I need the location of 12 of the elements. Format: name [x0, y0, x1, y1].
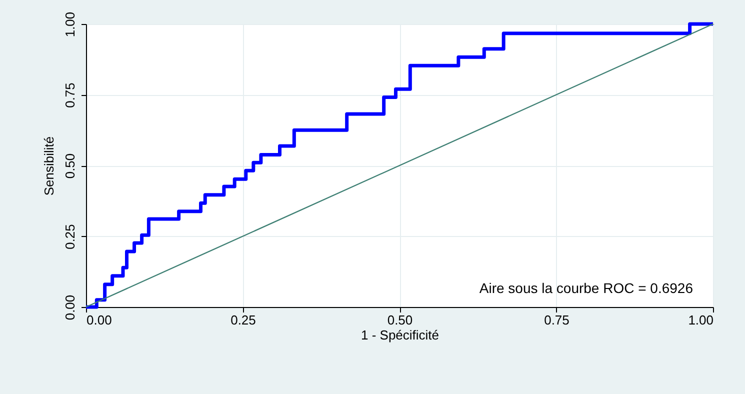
y-axis-title: Sensibilité	[42, 136, 56, 196]
y-tick-label: 1.00	[62, 12, 78, 38]
x-tick-label: 0.25	[230, 312, 256, 328]
x-tick-label: 0.00	[86, 312, 112, 328]
y-tick-label: 0.25	[62, 224, 78, 250]
y-tick-label: 0.75	[62, 82, 78, 108]
annotation: Aire sous la courbe ROC = 0.6926	[479, 280, 694, 296]
x-tick-label: 0.75	[544, 312, 570, 328]
y-tick-label: 0.50	[62, 153, 78, 179]
x-axis-title: 1 - Spécificité	[360, 328, 440, 342]
x-tick-label: 1.00	[688, 312, 714, 328]
x-tick-label: 0.50	[387, 312, 413, 328]
